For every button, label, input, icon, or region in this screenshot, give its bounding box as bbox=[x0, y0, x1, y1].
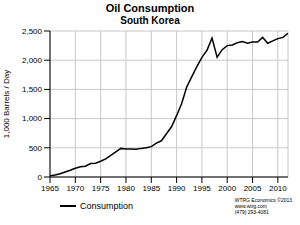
svg-text:1965: 1965 bbox=[41, 184, 59, 193]
html-text:Oil Consumption: Oil Consumption bbox=[105, 2, 195, 14]
svg-text:1970: 1970 bbox=[66, 184, 84, 193]
svg-text:1995: 1995 bbox=[193, 184, 211, 193]
svg-text:2,500: 2,500 bbox=[22, 27, 43, 36]
svg-text:2000: 2000 bbox=[218, 184, 236, 193]
svg-text:500: 500 bbox=[29, 144, 43, 153]
html-text:Consumption: Consumption bbox=[80, 201, 133, 211]
svg-text:1990: 1990 bbox=[168, 184, 186, 193]
svg-text:1975: 1975 bbox=[92, 184, 110, 193]
svg-text:2010: 2010 bbox=[269, 184, 287, 193]
svg-text:1,000 Barrels / Day: 1,000 Barrels / Day bbox=[2, 70, 11, 138]
html-text:www.wtrg.com: www.wtrg.com bbox=[234, 203, 267, 209]
svg-text:2,000: 2,000 bbox=[22, 56, 43, 65]
svg-text:1980: 1980 bbox=[117, 184, 135, 193]
svg-text:1985: 1985 bbox=[142, 184, 160, 193]
html-text:(479) 293-4081: (479) 293-4081 bbox=[234, 209, 269, 215]
svg-text:0: 0 bbox=[38, 173, 43, 182]
svg-text:1,000: 1,000 bbox=[22, 114, 43, 123]
svg-text:2005: 2005 bbox=[244, 184, 262, 193]
html-text:South Korea: South Korea bbox=[120, 15, 180, 26]
svg-text:1,500: 1,500 bbox=[22, 85, 43, 94]
html-text:WTRG Economics ©2013: WTRG Economics ©2013 bbox=[234, 197, 292, 203]
